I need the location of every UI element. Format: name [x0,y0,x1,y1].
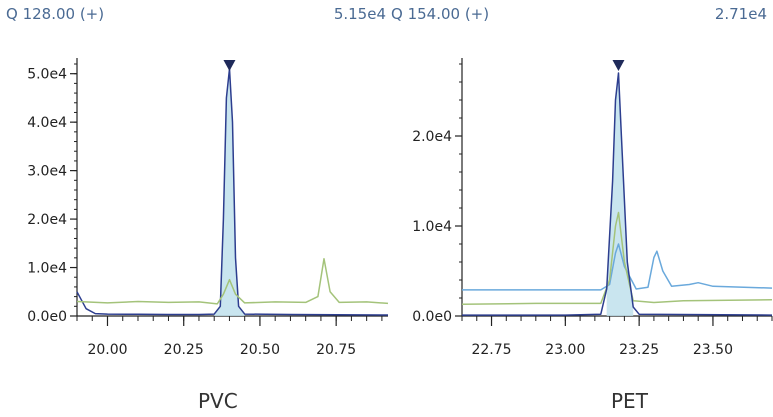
peak-marker-pet [612,60,625,71]
peak-marker-pvc [223,60,236,71]
series-line-pet-blue_trace [462,72,773,316]
y-tick-label-pvc: 3.0e4 [27,164,67,180]
series-line-pvc-green_trace [76,258,389,305]
series-line-pet-green_trace [461,211,773,306]
x-tick-label-pet: 23.50 [693,342,733,358]
series-line-pvc-blue_trace [76,68,389,316]
x-tick-label-pvc: 20.00 [87,342,127,358]
y-tick-label-pvc: 5.0e4 [27,67,67,83]
x-tick-label-pvc: 20.75 [316,342,356,358]
x-tick-label-pet: 22.75 [471,342,511,358]
y-tick-label-pvc: 4.0e4 [27,115,67,131]
y-tick-label-pvc: 0.0e0 [27,309,67,325]
y-tick-label-pvc: 1.0e4 [27,261,67,277]
x-tick-label-pvc: 20.50 [240,342,280,358]
header-left-pet: Q 154.00 (+) [391,5,490,23]
y-tick-label-pet: 1.0e4 [412,219,452,235]
y-tick-label-pet: 2.0e4 [412,129,452,145]
y-tick-label-pet: 0.0e0 [412,309,452,325]
peak-area-pvc [214,68,245,316]
x-tick-label-pet: 23.25 [619,342,659,358]
chart-title-pvc: PVC [198,389,238,413]
x-tick-label-pet: 23.00 [545,342,585,358]
header-right-pet: 2.71e4 [714,5,767,23]
y-tick-label-pvc: 2.0e4 [27,212,67,228]
header-right-pvc: 5.15e4 [333,5,386,23]
chart-title-pet: PET [611,389,648,413]
header-left-pvc: Q 128.00 (+) [6,5,105,23]
x-tick-label-pvc: 20.25 [164,342,204,358]
